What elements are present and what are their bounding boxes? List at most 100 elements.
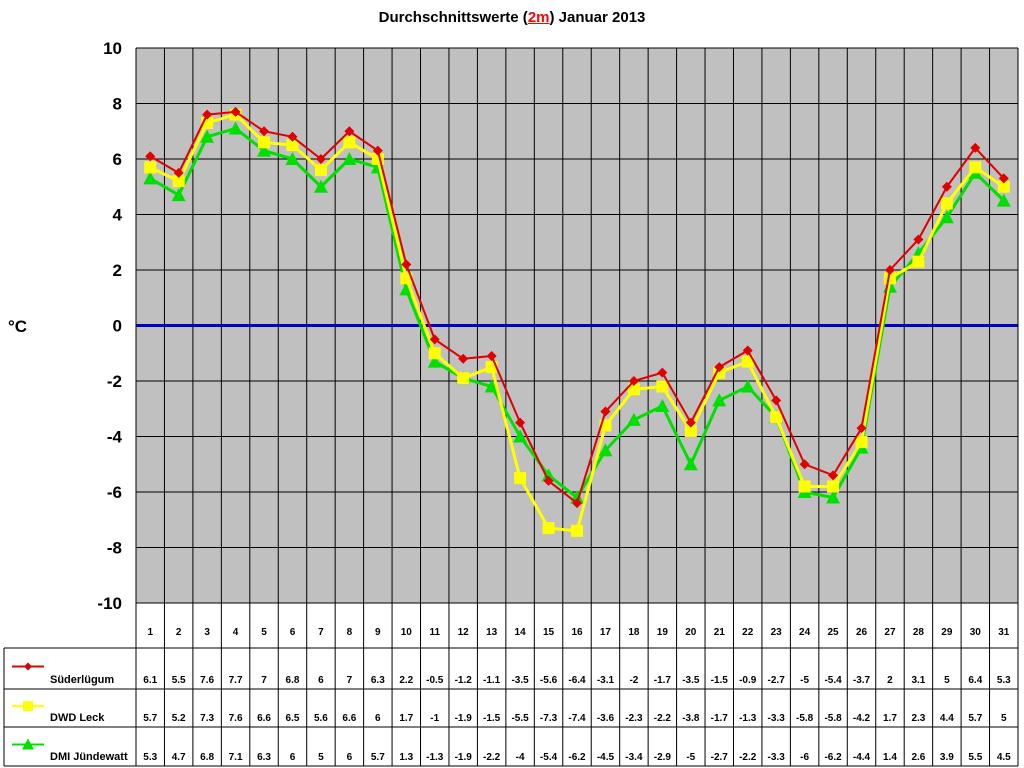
table-cell: 2: [887, 675, 893, 686]
data-point: [714, 362, 725, 373]
data-point: [457, 372, 470, 385]
table-cell: -2.2: [739, 752, 757, 763]
table-cell: -4.2: [853, 713, 871, 724]
table-cell: -4.4: [853, 752, 871, 763]
data-point: [969, 161, 982, 174]
data-point: [429, 334, 440, 345]
data-point: [143, 171, 158, 185]
table-cell: 1.7: [399, 713, 413, 724]
table-cell: 7.6: [200, 675, 214, 686]
table-cell: 6: [347, 752, 353, 763]
data-point: [940, 197, 953, 210]
table-cell: 5.5: [172, 675, 186, 686]
data-point: [200, 129, 215, 143]
x-tick-label: 18: [628, 627, 640, 638]
data-point: [627, 383, 640, 396]
y-tick-label: 8: [113, 95, 122, 114]
table-cell: -3.6: [597, 713, 615, 724]
data-point: [970, 142, 981, 153]
data-point: [428, 347, 441, 360]
table-cell: 7: [261, 675, 267, 686]
data-point: [685, 417, 696, 428]
data-point: [998, 173, 1009, 184]
table-cell: 5.5: [968, 752, 982, 763]
table-cell: 6.8: [286, 675, 300, 686]
y-tick-label: -10: [97, 594, 122, 613]
x-tick-label: 21: [714, 627, 726, 638]
table-cell: 7: [347, 675, 353, 686]
data-point: [486, 351, 497, 362]
data-point: [313, 179, 328, 193]
data-point: [315, 154, 326, 164]
legend-label: DMI Jündewatt: [50, 751, 128, 763]
table-cell: 5.6: [314, 713, 328, 724]
x-tick-label: 14: [515, 627, 527, 638]
table-cell: -5.6: [540, 675, 558, 686]
y-tick-label: -4: [107, 428, 123, 447]
data-point: [598, 443, 613, 457]
x-tick-label: 13: [486, 627, 498, 638]
table-cell: -2: [629, 675, 638, 686]
data-point: [997, 180, 1010, 193]
table-cell: 6.3: [257, 752, 271, 763]
data-point: [939, 210, 954, 224]
y-axis: 10 8 6 4 2 0 -2 -4 -6 -8 -10: [97, 39, 122, 613]
data-point: [344, 126, 355, 137]
table-cell: 5.3: [143, 752, 157, 763]
table-cell: -4.5: [597, 752, 615, 763]
x-tick-label: 16: [571, 627, 583, 638]
table-cell: -2.2: [654, 713, 672, 724]
y-tick-label: -6: [107, 483, 122, 502]
table-cell: -5.8: [796, 713, 814, 724]
data-point: [202, 109, 213, 120]
table-cell: -6: [800, 752, 809, 763]
table-cell: -3.5: [511, 675, 529, 686]
x-tick-label: 6: [290, 627, 296, 638]
legend-marker: [22, 738, 34, 750]
data-point: [741, 355, 754, 368]
x-tick-label: 27: [884, 627, 896, 638]
data-point: [515, 417, 526, 428]
y-tick-label: 6: [113, 150, 122, 169]
y-tick-label: 2: [113, 261, 122, 280]
data-point: [600, 406, 611, 417]
data-point: [884, 265, 895, 275]
table-cell: 3.9: [940, 752, 954, 763]
data-point: [684, 424, 697, 437]
table-cell: 1.3: [399, 752, 413, 763]
y-tick-label: 4: [113, 206, 123, 225]
data-point: [657, 367, 668, 378]
table-cell: -0.9: [739, 675, 757, 686]
table-cell: -2.7: [768, 675, 786, 686]
data-point: [656, 380, 669, 393]
data-point: [713, 366, 726, 379]
x-tick-label: 23: [771, 627, 783, 638]
data-point: [372, 145, 383, 156]
data-point: [173, 167, 184, 178]
table-cell: -3.5: [682, 675, 700, 686]
x-tick-label: 30: [970, 627, 982, 638]
legend-label: DWD Leck: [50, 712, 105, 724]
legend-marker: [24, 662, 32, 671]
table-cell: -6.2: [568, 752, 586, 763]
data-point: [996, 193, 1011, 207]
data-point: [259, 126, 270, 137]
data-point: [572, 498, 582, 509]
table-cell: -3.8: [682, 713, 700, 724]
x-tick-label: 28: [913, 627, 925, 638]
x-tick-label: 7: [318, 627, 324, 638]
x-tick-label: 25: [828, 627, 840, 638]
table-cell: 5.7: [371, 752, 385, 763]
data-point: [855, 436, 868, 449]
x-tick-label: 11: [429, 627, 440, 638]
table-cell: -0.5: [426, 675, 444, 686]
table-cell: -4: [516, 752, 525, 763]
data-point: [145, 151, 156, 162]
table-cell: -7.4: [568, 713, 586, 724]
data-point: [571, 524, 583, 537]
x-tick-label: 2: [176, 627, 182, 638]
x-tick-label: 3: [204, 627, 210, 638]
data-table: 1 2 3 4 5 6 7 8 9 10 11 12 13 14 15 16 17 18 19 20 21 22 23 24 2…: [3, 48, 1019, 767]
table-cell: -1.1: [483, 675, 501, 686]
